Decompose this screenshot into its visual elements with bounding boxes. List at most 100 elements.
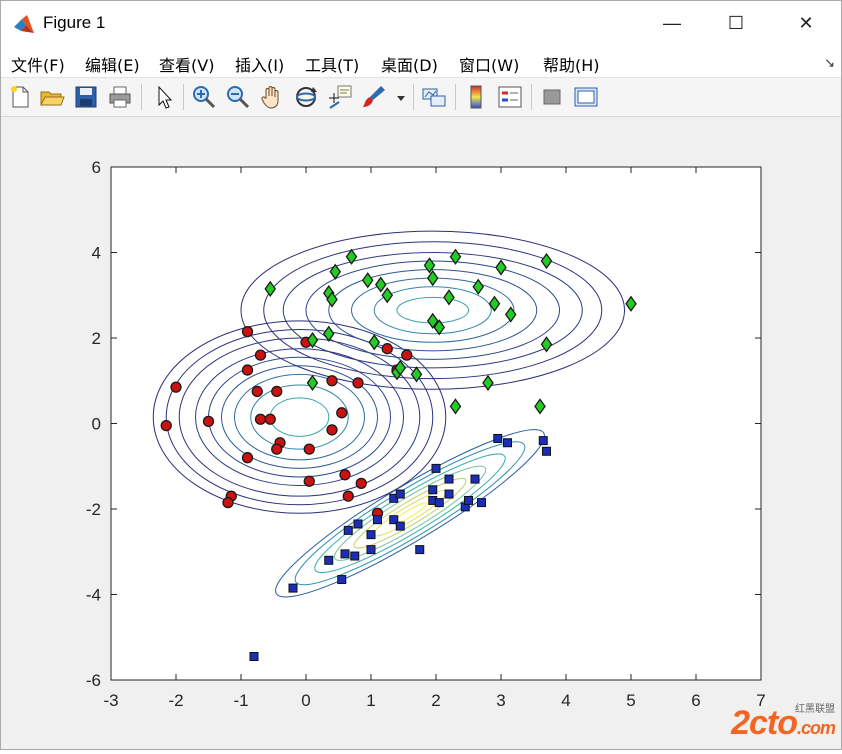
brush-icon[interactable]: [361, 84, 387, 110]
data-point-circle: [355, 477, 367, 490]
x-tick-label: 3: [496, 691, 505, 710]
contour-ring: [250, 384, 349, 450]
data-point-square: [477, 498, 486, 508]
data-point-circle: [271, 385, 283, 398]
colorbar-icon[interactable]: [463, 84, 489, 110]
data-point-diamond: [495, 259, 507, 276]
contour-ring: [152, 320, 447, 514]
x-tick-label: 4: [561, 691, 570, 710]
y-tick-label: 6: [92, 158, 101, 177]
menu-window[interactable]: 窗口(W): [459, 56, 520, 75]
close-icon: ✕: [798, 12, 814, 33]
data-point-square: [395, 521, 405, 531]
zoom-in-icon[interactable]: [191, 84, 217, 110]
zoom-out-icon[interactable]: [225, 84, 251, 110]
data-point-square: [353, 519, 363, 529]
data-point-diamond: [361, 272, 374, 289]
data-point-circle: [326, 375, 338, 387]
data-point-diamond: [540, 336, 553, 353]
dock-arrow-icon[interactable]: ↘: [824, 55, 835, 70]
close-button[interactable]: ✕: [783, 7, 829, 39]
menu-desktop[interactable]: 桌面(D): [381, 56, 438, 75]
watermark-sub: .com: [796, 718, 836, 738]
toolbar-separator: [455, 84, 456, 110]
data-point-square: [434, 498, 444, 508]
data-point-square: [428, 485, 438, 495]
data-point-square: [337, 575, 347, 585]
data-point-square: [395, 489, 405, 499]
menu-view[interactable]: 查看(V): [159, 56, 215, 75]
contour-ring: [282, 252, 583, 369]
data-point-circle: [342, 490, 354, 502]
y-tick-label: -2: [86, 500, 101, 519]
data-point-circle: [381, 343, 393, 355]
x-tick-label: -1: [233, 691, 248, 710]
legend-icon[interactable]: [497, 84, 523, 110]
contour-ring: [165, 328, 434, 506]
figure-toolbar: [1, 78, 841, 117]
menu-file[interactable]: 文件(F): [11, 56, 65, 75]
x-tick-label: 6: [691, 691, 700, 710]
new-file-icon[interactable]: [7, 84, 33, 110]
data-point-diamond: [488, 295, 501, 312]
toolbar-separator: [413, 84, 414, 110]
data-point-square: [288, 583, 298, 593]
maximize-button[interactable]: ☐: [713, 7, 759, 39]
open-folder-icon[interactable]: [39, 84, 65, 110]
data-cursor-icon[interactable]: [327, 84, 353, 110]
data-point-diamond: [368, 334, 381, 351]
data-point-diamond: [433, 319, 446, 336]
data-point-diamond: [540, 252, 553, 270]
pan-hand-icon[interactable]: [259, 84, 285, 110]
link-plot-icon[interactable]: [421, 84, 447, 110]
data-point-diamond: [426, 270, 439, 287]
data-point-diamond: [426, 312, 439, 330]
data-point-circle: [401, 349, 413, 361]
toolbar-separator: [183, 84, 184, 110]
data-point-circle: [326, 424, 338, 436]
hide-plot-tools-icon[interactable]: [539, 84, 565, 110]
data-point-diamond: [394, 359, 407, 377]
data-point-circle: [254, 349, 267, 361]
toolbar-separator: [531, 84, 532, 110]
data-point-diamond: [449, 398, 462, 415]
menu-edit[interactable]: 编辑(E): [85, 56, 140, 75]
menu-tools[interactable]: 工具(T): [305, 56, 360, 75]
data-point-circle: [241, 364, 254, 376]
menu-help[interactable]: 帮助(H): [543, 56, 600, 75]
contour-ring: [305, 260, 560, 360]
data-point-diamond: [534, 398, 546, 415]
data-point-diamond: [345, 248, 358, 265]
print-icon[interactable]: [107, 84, 133, 110]
y-tick-label: -4: [86, 586, 101, 605]
contour-ring: [178, 337, 421, 497]
data-point-diamond: [322, 325, 335, 342]
brush-dropdown-icon[interactable]: [395, 84, 407, 110]
scatter-plot[interactable]: -3 -2 -1 0 1 2 3 4 5 6 7 -6 -4 -2 0 2 4 6: [1, 117, 841, 749]
data-point-diamond: [449, 248, 462, 265]
data-point-diamond: [374, 276, 387, 293]
watermark: 2cto.com 红黑联盟: [731, 704, 836, 743]
data-point-square: [470, 474, 480, 484]
data-point-square: [464, 495, 473, 505]
menu-insert[interactable]: 插入(I): [235, 56, 285, 75]
data-point-square: [249, 651, 259, 661]
minimize-button[interactable]: —: [649, 7, 695, 39]
show-plot-tools-icon[interactable]: [573, 84, 599, 110]
save-icon[interactable]: [73, 84, 99, 110]
pointer-icon[interactable]: [151, 84, 177, 110]
data-point-square: [343, 525, 353, 535]
menu-bar: 文件(F) 编辑(E) 查看(V) 插入(I) 工具(T) 桌面(D) 窗口(W…: [1, 45, 841, 78]
data-point-diamond: [482, 374, 494, 392]
minimize-icon: —: [663, 12, 681, 33]
x-tick-label: 5: [626, 691, 635, 710]
data-point-circle: [352, 377, 364, 389]
y-tick-label: -6: [86, 671, 101, 690]
contour-ring: [353, 477, 467, 549]
y-tick-label: 2: [92, 329, 101, 348]
contour-ring: [240, 230, 625, 390]
contour-ring: [221, 365, 378, 469]
data-point-diamond: [410, 366, 423, 383]
rotate-3d-icon[interactable]: [293, 84, 319, 110]
toolbar-separator: [141, 84, 142, 110]
